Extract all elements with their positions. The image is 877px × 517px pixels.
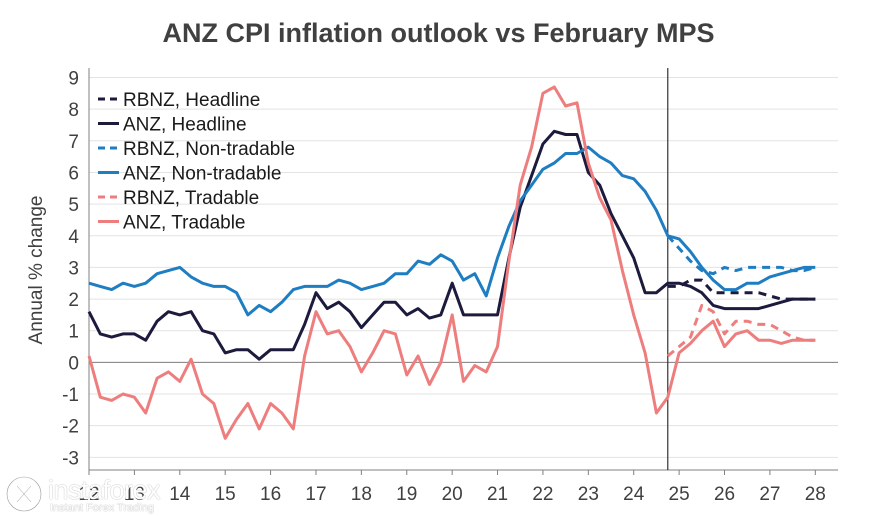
y-tick-label: 7 [68, 132, 79, 153]
y-tick-label: 1 [68, 322, 79, 343]
x-tick-label: 28 [805, 484, 826, 505]
legend-label: ANZ, Non-tradable [123, 164, 281, 185]
x-tick-label: 19 [396, 484, 417, 505]
x-tick-label: 17 [305, 484, 326, 505]
y-tick-label: 5 [68, 195, 79, 216]
y-tick-label: 8 [68, 100, 79, 121]
x-tick-label: 24 [623, 484, 645, 505]
series-line-anz-tradable [87, 85, 816, 440]
y-tick-label: -3 [62, 448, 79, 469]
x-tick-label: 13 [124, 484, 145, 505]
x-tick-label: 25 [669, 484, 690, 505]
x-tick-label: 15 [215, 484, 236, 505]
y-tick-label: 9 [68, 68, 79, 89]
x-tick-label: 14 [169, 484, 191, 505]
y-axis-label: Annual % change [26, 196, 47, 345]
y-tick-label: -2 [62, 417, 79, 438]
series-line-anz-non-tradable [88, 145, 816, 317]
series-line-rbnz-non-tradable [666, 234, 816, 276]
x-tick-labels: 12 13 14 15 16 17 18 19 20 21 22 23 24 25 26 27 28 [78, 484, 825, 505]
watermark-tagline: Instant Forex Trading [50, 502, 154, 514]
series-line-rbnz-tradable [666, 303, 816, 358]
y-tick-label: 0 [68, 353, 79, 374]
chart-title: ANZ CPI inflation outlook vs February MP… [162, 18, 715, 48]
series-lines [87, 85, 816, 440]
y-tick-label: 2 [68, 290, 79, 311]
y-tick-label: 3 [68, 258, 79, 279]
y-tick-labels: 9 8 7 6 5 4 3 2 1 0 -1 -2 -3 [62, 68, 79, 469]
x-tick-label: 26 [714, 484, 735, 505]
legend-label: RBNZ, Tradable [123, 188, 259, 209]
y-tick-label: -1 [62, 385, 79, 406]
watermark-logo: instaforex Instant Forex Trading [4, 472, 184, 516]
x-tick-label: 18 [351, 484, 372, 505]
legend-label: ANZ, Headline [123, 115, 247, 136]
series-line-anz-headline [87, 129, 816, 361]
x-tick-label: 21 [487, 484, 508, 505]
legend-label: ANZ, Tradable [123, 213, 246, 234]
x-tick-label: 27 [759, 484, 780, 505]
watermark-brand: instaforex [48, 475, 161, 505]
series-line-rbnz-headline [667, 278, 816, 301]
x-tick-label: 23 [578, 484, 599, 505]
x-tick-label: 22 [532, 484, 553, 505]
axes [88, 68, 838, 475]
legend-label: RBNZ, Headline [123, 90, 260, 111]
y-tick-label: 4 [68, 227, 79, 248]
x-tick-label: 16 [260, 484, 281, 505]
x-tick-label: 20 [442, 484, 463, 505]
instaforex-logo-icon [5, 475, 43, 513]
legend-label: RBNZ, Non-tradable [123, 139, 295, 160]
y-tick-label: 6 [68, 163, 79, 184]
legend: RBNZ, Headline ANZ, Headline RBNZ, Non-tra… [98, 90, 295, 234]
x-tick-label: 12 [78, 484, 99, 505]
